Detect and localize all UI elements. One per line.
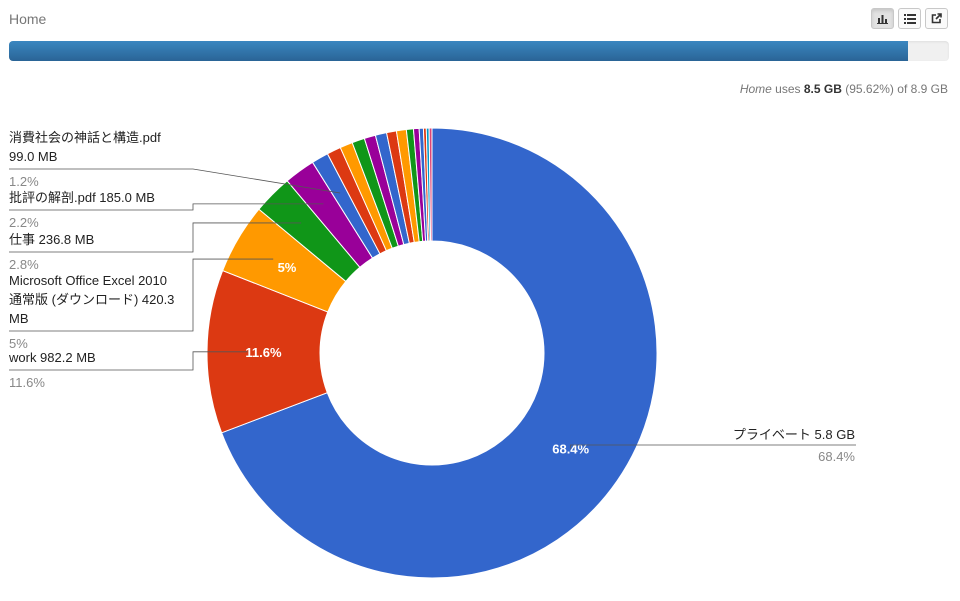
usage-uses-text: uses [775, 82, 801, 96]
legend-label: 消費社会の神話と構造.pdf [9, 130, 161, 145]
leader-line [9, 222, 302, 253]
page-title: Home [9, 11, 47, 27]
usage-of-text: of [897, 82, 908, 96]
bar-chart-icon [877, 14, 888, 24]
usage-summary: Home uses 8.5 GB (95.62%) of 8.9 GB [740, 82, 948, 96]
legend-percent: 1.2% [9, 174, 39, 189]
external-link-icon [931, 13, 942, 24]
legend-percent: 11.6% [9, 375, 45, 390]
usage-percent: (95.62%) [845, 82, 894, 96]
slice-percent-label: 5% [278, 260, 297, 275]
leader-line [9, 203, 324, 211]
leader-line [9, 168, 341, 194]
slice-percent-label: 68.4% [552, 442, 589, 457]
legend-percent: 5% [9, 336, 28, 351]
usage-total: 8.9 GB [910, 82, 948, 96]
usage-progress-fill [9, 41, 908, 61]
list-view-button[interactable] [898, 8, 921, 29]
usage-progress-bar [9, 41, 949, 61]
view-toolbar [871, 8, 948, 29]
chart-view-button[interactable] [871, 8, 894, 29]
leader-line [9, 258, 274, 332]
legend-label: 仕事 236.8 MB [9, 232, 94, 247]
legend-percent: 2.2% [9, 215, 39, 230]
legend-label: Microsoft Office Excel 2010 [9, 273, 167, 288]
pie-slice [220, 127, 658, 579]
legend-label: work 982.2 MB [8, 350, 96, 365]
list-icon [903, 13, 916, 24]
slice-percent-label: 11.6% [245, 345, 282, 360]
legend-label: プライベート 5.8 GB [733, 427, 855, 442]
legend-percent: 68.4% [818, 449, 855, 464]
legend-label: 99.0 MB [9, 149, 57, 164]
legend-percent: 2.8% [9, 257, 39, 272]
legend-label: 通常版 (ダウンロード) 420.3 [9, 292, 174, 307]
leader-line [9, 351, 248, 371]
usage-size: 8.5 GB [803, 82, 842, 96]
legend-label: 批評の解剖.pdf 185.0 MB [9, 190, 155, 205]
pie-slice [428, 127, 433, 242]
open-external-button[interactable] [925, 8, 948, 29]
legend-label: MB [9, 311, 29, 326]
leader-line [570, 444, 856, 449]
usage-folder-name: Home [739, 82, 772, 96]
